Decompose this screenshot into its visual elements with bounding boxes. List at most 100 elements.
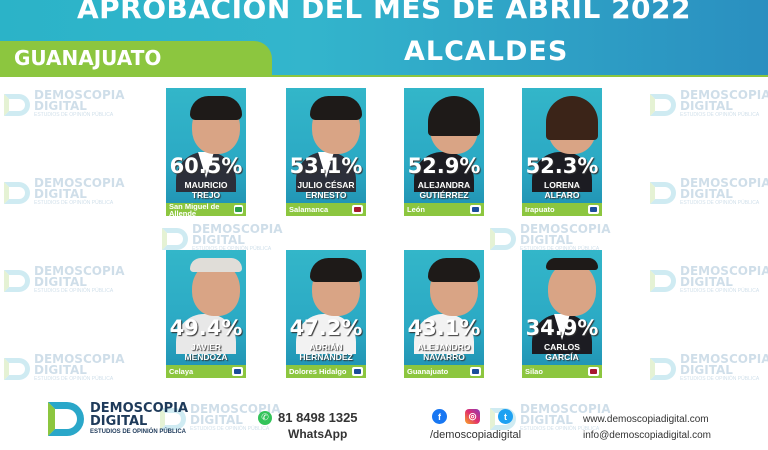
watermark-line1: DEMOSCOPIA xyxy=(520,222,611,236)
approval-percent: 47.2% xyxy=(289,316,363,340)
mayor-card: 52.9% ALEJANDRA GUTIÉRREZ León xyxy=(404,88,484,216)
watermark-line1: DEMOSCOPIA xyxy=(680,352,768,366)
watermark-line2: DIGITAL xyxy=(34,99,87,113)
watermark-line2: DIGITAL xyxy=(34,275,87,289)
watermark: DEMOSCOPIA DIGITAL ESTUDIOS DE OPINIÓN PÚB… xyxy=(4,265,125,295)
mayor-name: ALEJANDRO NAVARRO xyxy=(417,342,471,362)
watermark: DEMOSCOPIA DIGITAL ESTUDIOS DE OPINIÓN PÚB… xyxy=(650,352,768,383)
party-logo-icon xyxy=(470,205,481,214)
watermark-line1: DEMOSCOPIA xyxy=(34,88,125,102)
watermark-line2: DIGITAL xyxy=(34,363,87,377)
mayor-card: 60.5% MAURICIO TREJO San Miguel de Allen… xyxy=(166,88,246,216)
mayor-photo xyxy=(532,258,598,354)
municipality-name: Salamanca xyxy=(289,205,329,214)
watermark-tagline: ESTUDIOS DE OPINIÓN PÚBLICA xyxy=(34,376,114,382)
watermark-line1: DEMOSCOPIA xyxy=(680,176,768,190)
whatsapp-contact[interactable]: ✆ 81 8498 1325 WhatsApp xyxy=(258,410,358,441)
approval-percent: 49.4% xyxy=(169,316,243,340)
mayor-photo xyxy=(414,258,480,354)
brand-name-line2: DIGITAL xyxy=(90,414,148,429)
party-logo-icon xyxy=(352,205,363,214)
mayor-name: MAURICIO TREJO xyxy=(184,180,228,200)
party-logo-icon xyxy=(352,367,363,376)
municipality-bar: Salamanca xyxy=(286,203,366,216)
watermark-tagline: ESTUDIOS DE OPINIÓN PÚBLICA xyxy=(680,112,760,118)
watermark-logo-icon xyxy=(162,227,188,250)
page-subtitle: ALCALDES xyxy=(404,36,569,67)
watermark-line1: DEMOSCOPIA xyxy=(34,176,125,190)
watermark-tagline: ESTUDIOS DE OPINIÓN PÚBLICA xyxy=(520,246,600,252)
municipality-name: Irapuato xyxy=(525,205,555,214)
twitter-icon[interactable]: t xyxy=(498,409,513,424)
social-handle[interactable]: /demoscopiadigital xyxy=(430,429,522,441)
facebook-icon[interactable]: f xyxy=(432,409,447,424)
mayor-name: LORENA ALFARO xyxy=(544,180,580,200)
watermark: DEMOSCOPIA DIGITAL ESTUDIOS DE OPINIÓN PÚB… xyxy=(490,222,611,253)
watermark-line1: DEMOSCOPIA xyxy=(680,264,768,278)
watermark-line2: DIGITAL xyxy=(680,187,733,201)
email-link[interactable]: info@demoscopiadigital.com xyxy=(583,430,711,441)
brand-name-line1: DEMOSCOPIA xyxy=(90,401,189,416)
municipality-bar: Dolores Hidalgo xyxy=(286,365,366,378)
approval-percent: 43.1% xyxy=(407,316,481,340)
watermark-line1: DEMOSCOPIA xyxy=(520,402,611,416)
watermark-line2: DIGITAL xyxy=(192,233,245,247)
municipality-name: Dolores Hidalgo xyxy=(289,367,347,376)
municipality-name: Silao xyxy=(525,367,543,376)
approval-percent: 34.9% xyxy=(525,316,599,340)
municipality-bar: Guanajuato xyxy=(404,365,484,378)
municipality-bar: San Miguel de Allende xyxy=(166,201,246,216)
mayor-card: 49.4% JAVIER MENDOZA Celaya xyxy=(166,250,246,378)
municipality-name: Guanajuato xyxy=(407,367,449,376)
watermark-line1: DEMOSCOPIA xyxy=(192,222,283,236)
watermark-logo-icon xyxy=(4,357,30,380)
approval-percent: 53.1% xyxy=(289,154,363,178)
approval-percent: 60.5% xyxy=(169,154,243,178)
municipality-name: Celaya xyxy=(169,367,194,376)
watermark-line2: DIGITAL xyxy=(34,187,87,201)
social-links: f ◎ t /demoscopiadigital xyxy=(430,409,521,441)
watermark-logo-icon xyxy=(4,93,30,116)
watermark-logo-icon xyxy=(4,181,30,204)
watermark-tagline: ESTUDIOS DE OPINIÓN PÚBLICA xyxy=(190,426,270,432)
watermark: DEMOSCOPIA DIGITAL ESTUDIOS DE OPINIÓN PÚB… xyxy=(650,264,768,295)
municipality-name: San Miguel de Allende xyxy=(169,201,220,216)
watermark: DEMOSCOPIA DIGITAL ESTUDIOS DE OPINIÓN PÚB… xyxy=(4,176,125,207)
phone-number: 81 8498 1325 xyxy=(278,410,358,425)
watermark-line2: DIGITAL xyxy=(520,233,573,247)
mayor-photo xyxy=(296,258,362,354)
mayor-name: JAVIER MENDOZA xyxy=(184,342,228,362)
party-logo-icon xyxy=(588,205,599,214)
website-link[interactable]: www.demoscopiadigital.com xyxy=(583,414,709,425)
watermark-line2: DIGITAL xyxy=(680,275,733,289)
watermark: DEMOSCOPIA DIGITAL ESTUDIOS DE OPINIÓN PÚB… xyxy=(162,222,283,253)
watermark-tagline: ESTUDIOS DE OPINIÓN PÚBLICA xyxy=(34,112,114,118)
watermark-logo-icon xyxy=(650,357,676,380)
mayor-name: CARLOS GARCÍA xyxy=(544,342,580,362)
watermark-tagline: ESTUDIOS DE OPINIÓN PÚBLICA xyxy=(680,288,760,294)
mayor-card: 34.9% CARLOS GARCÍA Silao xyxy=(522,250,602,378)
mayor-photo xyxy=(532,96,598,192)
watermark: DEMOSCOPIA DIGITAL ESTUDIOS DE OPINIÓN PÚB… xyxy=(160,402,281,433)
brand-logo-icon xyxy=(48,402,84,436)
watermark: DEMOSCOPIA DIGITAL ESTUDIOS DE OPINIÓN PÚB… xyxy=(490,402,611,433)
watermark: DEMOSCOPIA DIGITAL ESTUDIOS DE OPINIÓN PÚB… xyxy=(650,89,768,119)
watermark-tagline: ESTUDIOS DE OPINIÓN PÚBLICA xyxy=(34,200,114,206)
watermark-logo-icon xyxy=(160,407,186,430)
mayor-photo xyxy=(176,258,242,354)
mayor-card: 52.3% LORENA ALFARO Irapuato xyxy=(522,88,602,216)
watermark-logo-icon xyxy=(650,269,676,292)
watermark-line2: DIGITAL xyxy=(680,99,733,113)
watermark-line1: DEMOSCOPIA xyxy=(190,402,281,416)
instagram-icon[interactable]: ◎ xyxy=(465,409,480,424)
watermark: DEMOSCOPIA DIGITAL ESTUDIOS DE OPINIÓN PÚB… xyxy=(4,352,125,383)
party-logo-icon xyxy=(588,367,599,376)
watermark-tagline: ESTUDIOS DE OPINIÓN PÚBLICA xyxy=(680,200,760,206)
watermark-line2: DIGITAL xyxy=(680,363,733,377)
watermark: DEMOSCOPIA DIGITAL ESTUDIOS DE OPINIÓN PÚB… xyxy=(4,88,125,119)
watermark-line2: DIGITAL xyxy=(520,413,573,427)
mayor-name: ALEJANDRA GUTIÉRREZ xyxy=(417,180,471,200)
watermark-line1: DEMOSCOPIA xyxy=(34,352,125,366)
mayor-photo xyxy=(296,96,362,192)
watermark-tagline: ESTUDIOS DE OPINIÓN PÚBLICA xyxy=(34,288,114,294)
